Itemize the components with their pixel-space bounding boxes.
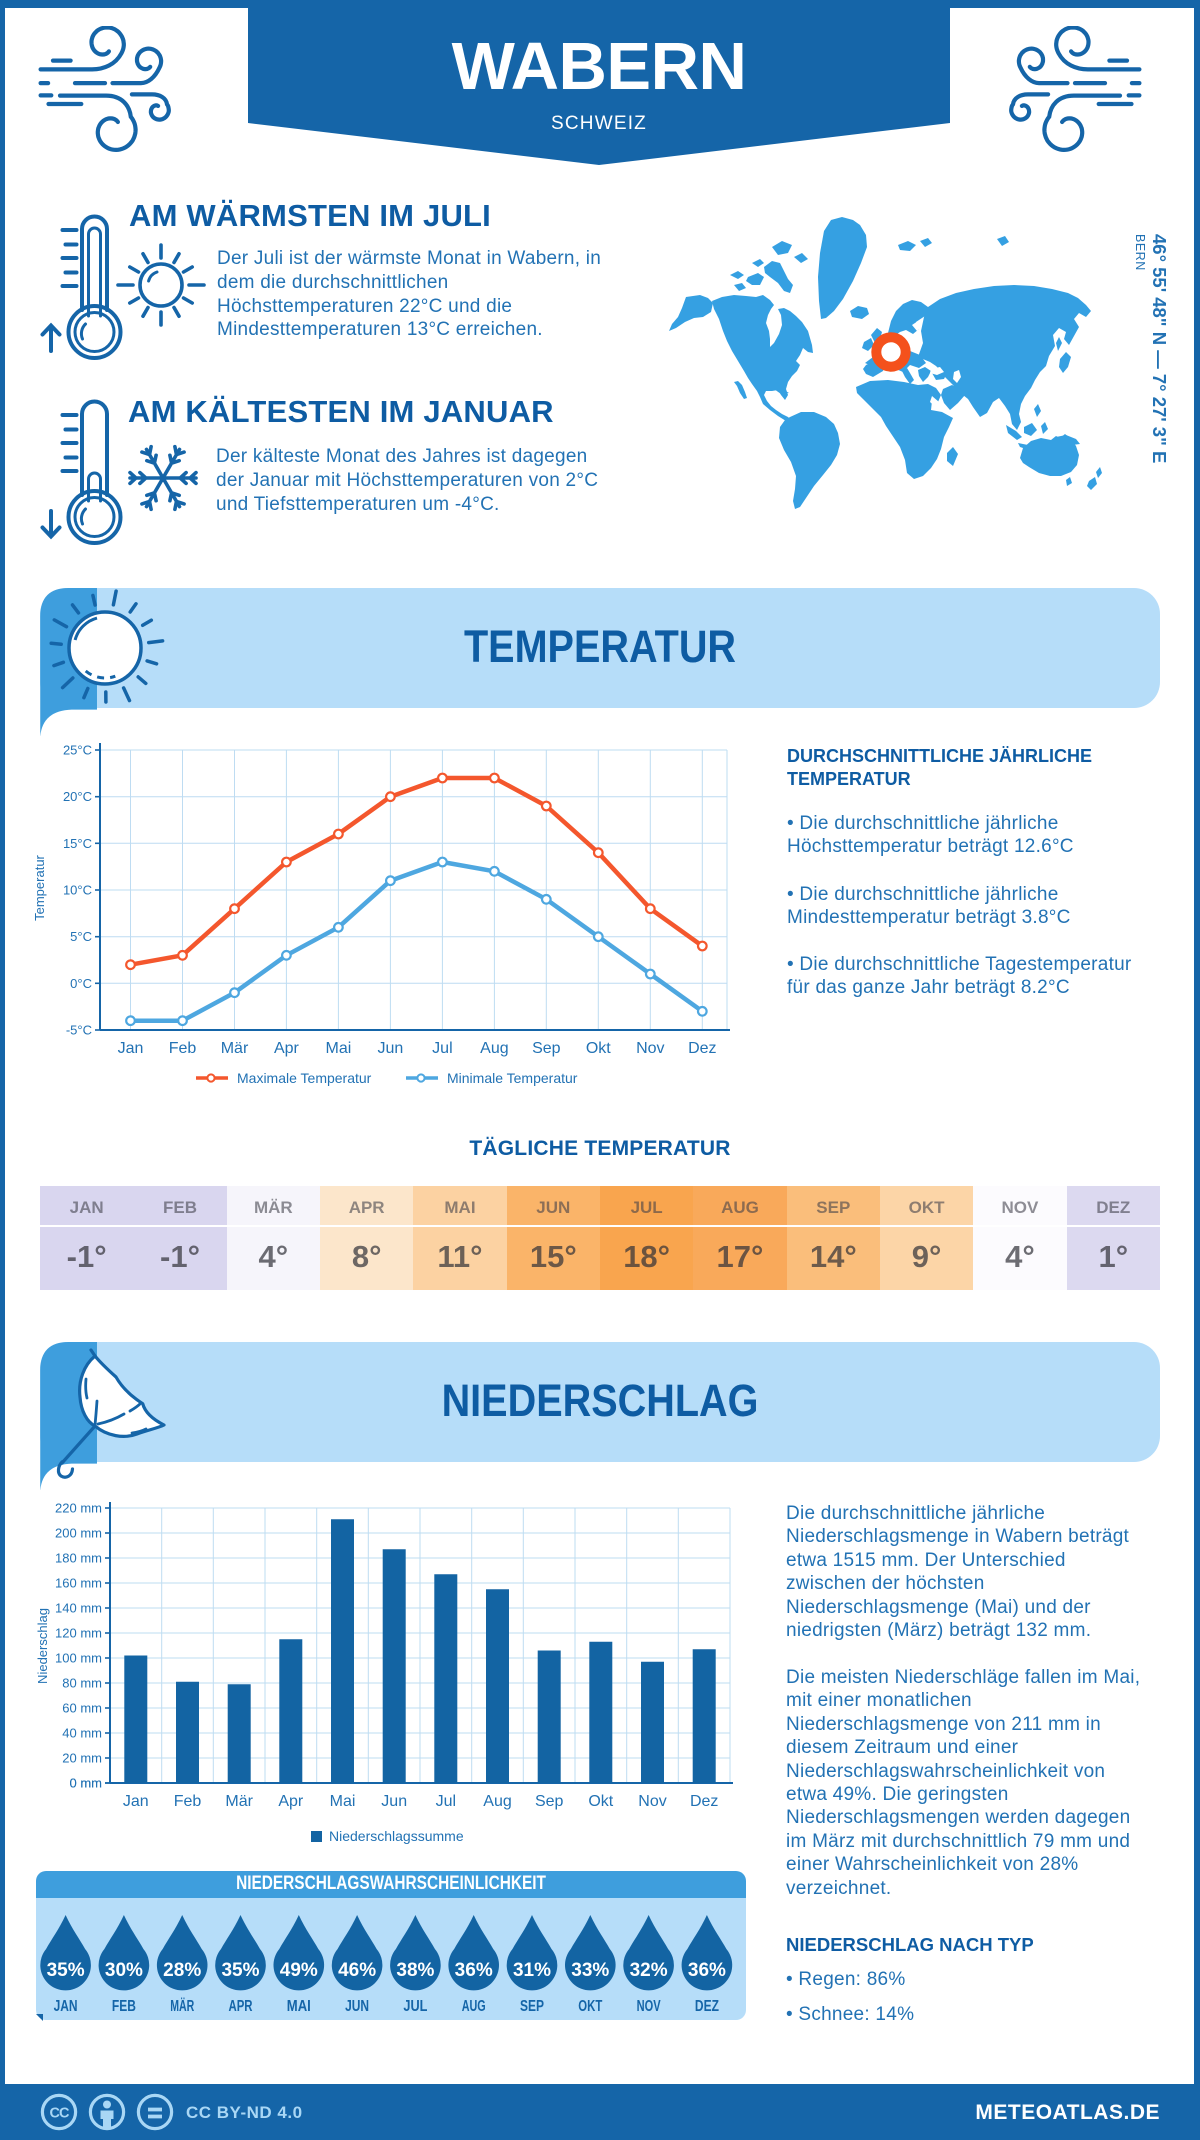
svg-text:MAI: MAI [287, 1998, 311, 2015]
svg-text:Aug: Aug [480, 1040, 508, 1057]
svg-text:Aug: Aug [483, 1793, 511, 1810]
svg-text:20°C: 20°C [63, 789, 92, 804]
svg-text:DEZ: DEZ [695, 1998, 719, 2015]
svg-text:0 mm: 0 mm [70, 1776, 103, 1791]
svg-text:49%: 49% [280, 1960, 318, 1981]
svg-text:Apr: Apr [278, 1793, 304, 1810]
svg-text:28%: 28% [163, 1960, 201, 1981]
svg-text:220 mm: 220 mm [55, 1501, 102, 1516]
svg-text:Mai: Mai [330, 1793, 356, 1810]
svg-text:OKT: OKT [578, 1998, 602, 2015]
svg-text:JAN: JAN [54, 1998, 78, 2015]
svg-text:30%: 30% [105, 1960, 143, 1981]
svg-text:25°C: 25°C [63, 743, 92, 758]
svg-text:NOV: NOV [637, 1998, 661, 2015]
svg-text:0°C: 0°C [70, 976, 92, 991]
svg-text:80 mm: 80 mm [62, 1676, 102, 1691]
svg-text:Minimale Temperatur: Minimale Temperatur [447, 1070, 578, 1086]
svg-text:Maximale Temperatur: Maximale Temperatur [237, 1070, 372, 1086]
svg-text:Feb: Feb [174, 1793, 202, 1810]
svg-text:46%: 46% [338, 1960, 376, 1981]
svg-text:60 mm: 60 mm [62, 1701, 102, 1716]
svg-text:JUL: JUL [403, 1998, 427, 2015]
svg-text:Apr: Apr [274, 1040, 300, 1057]
svg-text:35%: 35% [221, 1960, 259, 1981]
svg-text:0 mm: 0 mm [70, 1776, 103, 1791]
svg-text:Temperatur: Temperatur [32, 854, 47, 920]
svg-text:Jan: Jan [123, 1793, 149, 1810]
svg-text:MÄR: MÄR [170, 1997, 194, 2015]
svg-text:180 mm: 180 mm [55, 1551, 102, 1566]
svg-text:FEB: FEB [112, 1998, 136, 2015]
svg-text:140 mm: 140 mm [55, 1601, 102, 1616]
svg-text:38%: 38% [396, 1960, 434, 1981]
svg-text:20 mm: 20 mm [62, 1751, 102, 1766]
svg-text:Feb: Feb [169, 1040, 197, 1057]
svg-text:-5°C: -5°C [66, 1023, 92, 1038]
svg-text:33%: 33% [571, 1960, 609, 1981]
svg-text:Sep: Sep [535, 1793, 564, 1810]
svg-text:Niederschlagssumme: Niederschlagssumme [329, 1828, 464, 1844]
svg-text:CC: CC [50, 2106, 70, 2122]
svg-text:36%: 36% [688, 1960, 726, 1981]
svg-text:40 mm: 40 mm [62, 1726, 102, 1741]
svg-text:Nov: Nov [638, 1793, 666, 1810]
svg-text:31%: 31% [513, 1960, 551, 1981]
svg-text:5°C: 5°C [70, 929, 92, 944]
svg-text:36%: 36% [455, 1960, 493, 1981]
svg-text:32%: 32% [630, 1960, 668, 1981]
svg-text:120 mm: 120 mm [55, 1626, 102, 1641]
svg-text:35%: 35% [47, 1960, 85, 1981]
svg-text:JUN: JUN [345, 1998, 369, 2015]
svg-text:Jun: Jun [378, 1040, 404, 1057]
svg-text:10°C: 10°C [63, 883, 92, 898]
svg-text:Jun: Jun [381, 1793, 407, 1810]
svg-text:15°C: 15°C [63, 836, 92, 851]
svg-text:Nov: Nov [636, 1040, 664, 1057]
svg-text:Niederschlag: Niederschlag [35, 1608, 50, 1684]
svg-text:Dez: Dez [688, 1040, 716, 1057]
svg-text:200 mm: 200 mm [55, 1526, 102, 1541]
svg-text:Okt: Okt [586, 1040, 611, 1057]
svg-text:Jul: Jul [436, 1793, 456, 1810]
svg-text:Mär: Mär [221, 1040, 249, 1057]
svg-text:SEP: SEP [520, 1998, 544, 2015]
svg-text:AUG: AUG [462, 1998, 486, 2015]
svg-text:Okt: Okt [588, 1793, 613, 1810]
svg-text:APR: APR [229, 1998, 253, 2015]
svg-text:160 mm: 160 mm [55, 1576, 102, 1591]
svg-text:Mär: Mär [225, 1793, 253, 1810]
svg-text:Jul: Jul [432, 1040, 452, 1057]
svg-text:Jan: Jan [118, 1040, 144, 1057]
svg-text:Dez: Dez [690, 1793, 718, 1810]
svg-text:Mai: Mai [326, 1040, 352, 1057]
svg-text:100 mm: 100 mm [55, 1651, 102, 1666]
svg-text:Sep: Sep [532, 1040, 561, 1057]
